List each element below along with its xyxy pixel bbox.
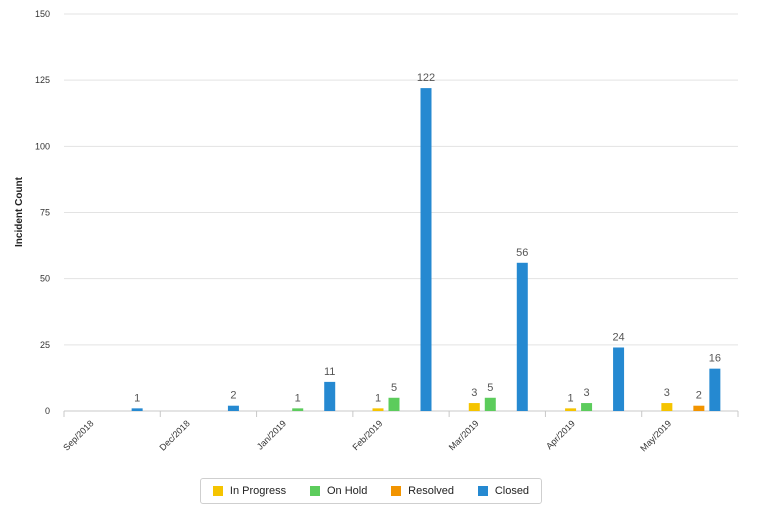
data-label: 3: [471, 387, 477, 399]
bar-resolved[interactable]: [693, 405, 705, 411]
legend-swatch: [477, 486, 488, 496]
y-tick-label: 100: [35, 141, 50, 151]
x-tick-label: Sep/2018: [61, 418, 95, 452]
gridlines: [64, 13, 738, 346]
data-label: 5: [487, 382, 493, 394]
legend-label: Closed: [494, 485, 530, 497]
bar-closed[interactable]: [613, 347, 625, 411]
data-label: 1: [134, 392, 140, 404]
data-label: 16: [709, 353, 721, 365]
y-tick-label: 0: [45, 406, 50, 416]
bar-in-progress[interactable]: [372, 408, 384, 411]
data-label: 3: [584, 387, 590, 399]
y-tick-label: 25: [40, 340, 50, 350]
data-label: 1: [375, 392, 381, 404]
bar-on-hold[interactable]: [581, 403, 593, 411]
legend: In Progress On Hold Resolved Closed: [200, 478, 542, 504]
bar-in-progress[interactable]: [565, 408, 577, 411]
data-label: 1: [568, 392, 574, 404]
y-axis-label: Incident Count: [14, 176, 25, 247]
legend-label: In Progress: [229, 485, 287, 497]
legend-item-on-hold[interactable]: On Hold: [309, 485, 368, 497]
x-tick-label: Jan/2019: [255, 418, 288, 451]
bar-closed[interactable]: [227, 405, 239, 411]
legend-item-in-progress[interactable]: In Progress: [212, 485, 287, 497]
x-axis-tick-labels: Sep/2018 Dec/2018 Jan/2019 Feb/2019 Mar/2019…: [61, 418, 673, 453]
y-axis-ticks: 0 25 50 75 100 125 150: [35, 9, 50, 416]
bar-closed[interactable]: [420, 88, 432, 412]
bar-in-progress[interactable]: [468, 403, 480, 411]
bar-closed[interactable]: [131, 408, 143, 411]
bar-in-progress[interactable]: [661, 403, 673, 411]
y-tick-label: 75: [40, 208, 50, 218]
bars: [131, 88, 721, 412]
data-label: 56: [516, 247, 528, 259]
legend-swatch: [212, 486, 223, 496]
bar-on-hold[interactable]: [292, 408, 304, 411]
legend-label: On Hold: [326, 485, 368, 497]
bar-on-hold[interactable]: [388, 397, 400, 411]
legend-item-closed[interactable]: Closed: [477, 485, 530, 497]
legend-item-resolved[interactable]: Resolved: [391, 485, 454, 497]
bar-on-hold[interactable]: [484, 397, 496, 411]
data-label: 5: [391, 382, 397, 394]
x-tick-label: Feb/2019: [350, 418, 384, 452]
data-label: 24: [612, 331, 624, 343]
x-axis: [63, 410, 739, 417]
x-tick-label: Mar/2019: [447, 418, 481, 452]
data-label: 2: [230, 390, 236, 402]
y-tick-label: 125: [35, 75, 50, 85]
legend-swatch: [309, 486, 320, 496]
data-label: 122: [417, 72, 435, 84]
y-tick-label: 150: [35, 9, 50, 19]
x-tick-label: Apr/2019: [544, 418, 577, 451]
bar-closed[interactable]: [324, 381, 336, 411]
bar-closed[interactable]: [709, 368, 721, 411]
legend-swatch: [391, 486, 402, 496]
y-tick-label: 50: [40, 274, 50, 284]
bar-closed[interactable]: [516, 262, 528, 411]
data-label: 2: [696, 390, 702, 402]
data-label: 11: [324, 366, 335, 378]
x-tick-label: Dec/2018: [158, 418, 192, 452]
data-label: 1: [295, 392, 301, 404]
data-label: 3: [664, 387, 670, 399]
legend-label: Resolved: [408, 485, 454, 497]
x-tick-label: May/2019: [638, 418, 673, 453]
